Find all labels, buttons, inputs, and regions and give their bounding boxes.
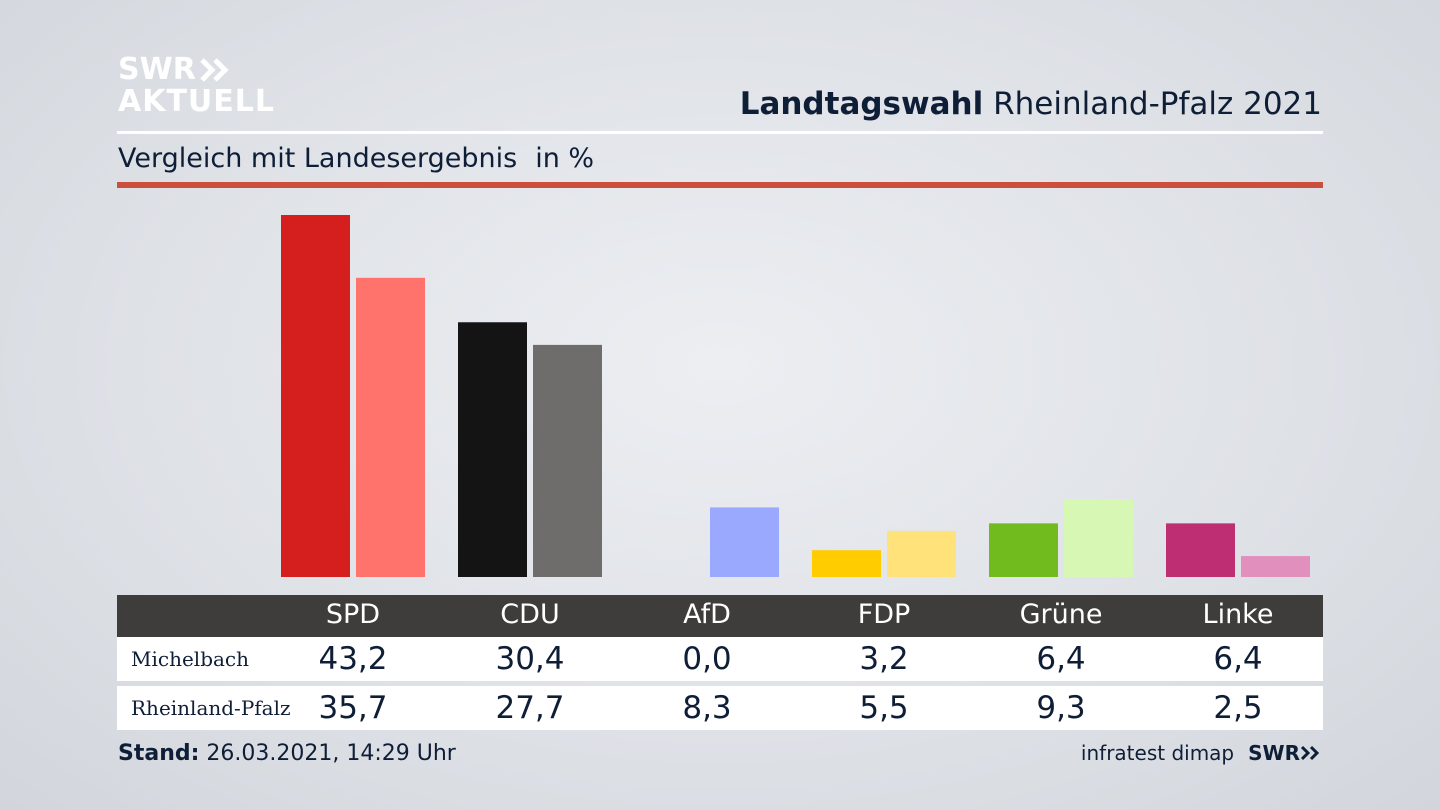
- value-gruene-michelbach: 6,4: [1036, 641, 1086, 677]
- stand-label: Stand:: [118, 741, 200, 766]
- swr-footer-logo: SWR: [1248, 741, 1322, 765]
- table-row-michelbach: Michelbach 43,2 30,4 0,0 3,2 6,4 6,4: [117, 637, 1323, 681]
- row-label-michelbach: Michelbach: [131, 647, 249, 671]
- bar-spd-michelbach: [281, 215, 350, 577]
- double-chevron-small-icon: [1300, 745, 1320, 761]
- bar-cdu-rheinland-pfalz: [533, 344, 602, 577]
- subtitle-divider: [117, 182, 1323, 188]
- row-label-rheinland-pfalz: Rheinland-Pfalz: [131, 696, 291, 720]
- bar-spd-rheinland-pfalz: [356, 277, 425, 577]
- value-linke-rheinland-pfalz: 2,5: [1213, 690, 1263, 726]
- title-bold: Landtagswahl: [739, 86, 984, 122]
- double-chevron-icon: [200, 57, 230, 83]
- party-label-spd: SPD: [325, 599, 381, 630]
- source-credit: infratest dimap SWR: [1081, 741, 1322, 765]
- source-text: infratest dimap: [1080, 741, 1235, 765]
- bar-cdu-michelbach: [458, 322, 527, 577]
- value-afd-michelbach: 0,0: [682, 641, 732, 677]
- bar-gruene-michelbach: [989, 523, 1058, 577]
- party-label-linke: Linke: [1202, 599, 1274, 630]
- value-cdu-michelbach: 30,4: [495, 641, 565, 677]
- title-rest: Rheinland-Pfalz 2021: [983, 86, 1322, 122]
- header-divider: [117, 131, 1323, 134]
- stand-value: 26.03.2021, 14:29 Uhr: [199, 741, 456, 766]
- value-afd-rheinland-pfalz: 8,3: [682, 690, 732, 726]
- value-cdu-rheinland-pfalz: 27,7: [495, 690, 565, 726]
- table-row-rheinland-pfalz: Rheinland-Pfalz 35,7 27,7 8,3 5,5 9,3 2,5: [117, 686, 1323, 730]
- party-label-cdu: CDU: [500, 599, 560, 630]
- value-fdp-rheinland-pfalz: 5,5: [859, 690, 909, 726]
- party-label-afd: AfD: [683, 599, 731, 630]
- subtitle-unit: in %: [535, 143, 595, 174]
- party-header-row: SPD CDU AfD FDP Grüne Linke: [117, 595, 1323, 637]
- party-label-fdp: FDP: [857, 599, 911, 630]
- value-linke-michelbach: 6,4: [1213, 641, 1263, 677]
- value-gruene-rheinland-pfalz: 9,3: [1036, 690, 1086, 726]
- party-label-gruene: Grüne: [1019, 599, 1103, 630]
- page-title: Landtagswahl Rheinland-Pfalz 2021: [740, 86, 1322, 122]
- swr-footer-text: SWR: [1248, 741, 1300, 765]
- chart-subtitle: Vergleich mit Landesergebnis in %: [118, 143, 594, 174]
- bar-linke-michelbach: [1166, 523, 1235, 577]
- timestamp: Stand: 26.03.2021, 14:29 Uhr: [118, 741, 456, 766]
- bar-fdp-michelbach: [812, 550, 881, 577]
- logo-aktuell-text: AKTUELL: [118, 84, 276, 119]
- value-spd-rheinland-pfalz: 35,7: [318, 690, 388, 726]
- logo-swr-text: SWR: [118, 52, 196, 87]
- bar-afd-rheinland-pfalz: [710, 507, 779, 577]
- value-fdp-michelbach: 3,2: [859, 641, 909, 677]
- bar-linke-rheinland-pfalz: [1241, 556, 1310, 577]
- bar-fdp-rheinland-pfalz: [887, 530, 956, 577]
- results-table: SPD CDU AfD FDP Grüne Linke Michelbach 43,2 30…: [117, 595, 1323, 730]
- value-spd-michelbach: 43,2: [318, 641, 388, 677]
- bar-gruene-rheinland-pfalz: [1064, 499, 1133, 577]
- swr-aktuell-logo: SWR AKTUELL: [118, 54, 275, 118]
- subtitle-text: Vergleich mit Landesergebnis: [118, 143, 518, 174]
